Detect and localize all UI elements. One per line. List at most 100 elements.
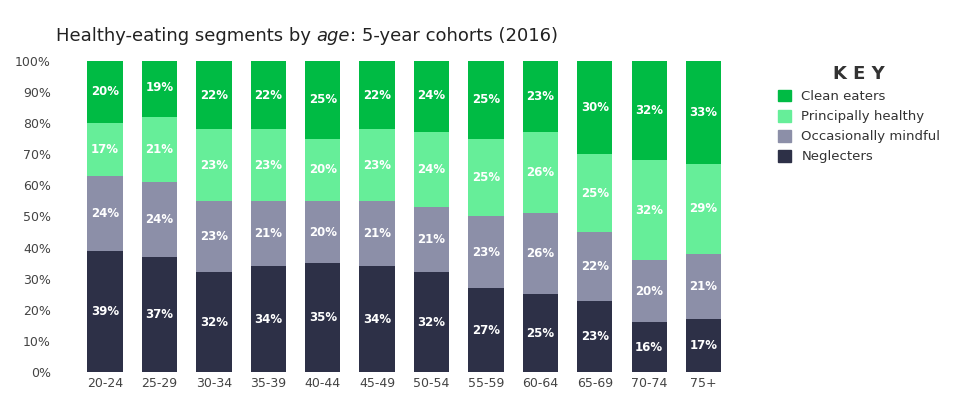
- Text: 21%: 21%: [363, 227, 391, 240]
- Bar: [87, 123, 123, 176]
- Text: 23%: 23%: [526, 90, 554, 103]
- Text: 34%: 34%: [363, 313, 392, 326]
- Text: 23%: 23%: [581, 330, 609, 343]
- Text: 25%: 25%: [581, 187, 609, 200]
- Bar: [196, 273, 231, 372]
- Text: 25%: 25%: [526, 327, 555, 340]
- Bar: [87, 176, 123, 251]
- Bar: [522, 132, 558, 213]
- Bar: [632, 322, 667, 372]
- Text: 26%: 26%: [526, 166, 555, 179]
- Bar: [632, 260, 667, 322]
- Bar: [686, 254, 721, 319]
- Text: 20%: 20%: [91, 85, 119, 98]
- Bar: [251, 201, 286, 266]
- Text: 22%: 22%: [254, 89, 282, 102]
- Text: 23%: 23%: [200, 230, 228, 243]
- Bar: [305, 139, 341, 201]
- Text: 20%: 20%: [309, 226, 337, 239]
- Text: 32%: 32%: [636, 204, 663, 217]
- Bar: [686, 61, 721, 164]
- Bar: [468, 61, 504, 139]
- Text: Healthy-eating segments by: Healthy-eating segments by: [56, 27, 317, 45]
- Bar: [414, 273, 449, 372]
- Bar: [251, 129, 286, 201]
- Bar: [359, 61, 395, 129]
- Bar: [686, 319, 721, 372]
- Text: 21%: 21%: [418, 233, 445, 246]
- Bar: [468, 288, 504, 372]
- Bar: [577, 154, 612, 232]
- Text: 19%: 19%: [146, 81, 174, 94]
- Text: 23%: 23%: [200, 159, 228, 172]
- Text: 24%: 24%: [418, 89, 445, 102]
- Text: 22%: 22%: [363, 89, 391, 102]
- Text: 25%: 25%: [472, 171, 500, 184]
- Bar: [686, 164, 721, 254]
- Text: 25%: 25%: [309, 93, 337, 106]
- Text: : 5-year cohorts (2016): : 5-year cohorts (2016): [350, 27, 558, 45]
- Bar: [196, 61, 231, 129]
- Bar: [632, 160, 667, 260]
- Text: 26%: 26%: [526, 247, 555, 260]
- Bar: [142, 117, 178, 182]
- Bar: [522, 61, 558, 132]
- Bar: [359, 266, 395, 372]
- Bar: [305, 61, 341, 139]
- Bar: [522, 213, 558, 294]
- Text: 34%: 34%: [254, 313, 282, 326]
- Text: 20%: 20%: [309, 163, 337, 176]
- Bar: [251, 61, 286, 129]
- Text: 16%: 16%: [636, 341, 663, 354]
- Text: age: age: [317, 27, 350, 45]
- Bar: [414, 58, 449, 132]
- Text: 20%: 20%: [636, 285, 663, 298]
- Text: 22%: 22%: [200, 89, 228, 102]
- Bar: [577, 301, 612, 372]
- Bar: [632, 61, 667, 160]
- Bar: [196, 129, 231, 201]
- Bar: [359, 129, 395, 201]
- Text: 22%: 22%: [581, 260, 609, 273]
- Bar: [142, 182, 178, 257]
- Text: 29%: 29%: [689, 202, 718, 215]
- Bar: [142, 58, 178, 117]
- Text: 17%: 17%: [91, 143, 119, 156]
- Bar: [305, 201, 341, 263]
- Bar: [414, 132, 449, 207]
- Text: 24%: 24%: [146, 213, 174, 226]
- Bar: [305, 263, 341, 372]
- Bar: [577, 232, 612, 301]
- Bar: [468, 216, 504, 288]
- Text: 17%: 17%: [689, 339, 718, 352]
- Text: 21%: 21%: [146, 143, 174, 156]
- Text: 23%: 23%: [254, 159, 282, 172]
- Text: 24%: 24%: [91, 207, 119, 220]
- Bar: [196, 201, 231, 273]
- Bar: [87, 251, 123, 372]
- Text: 21%: 21%: [254, 227, 282, 240]
- Bar: [251, 266, 286, 372]
- Bar: [468, 139, 504, 216]
- Bar: [359, 201, 395, 266]
- Text: 35%: 35%: [309, 311, 337, 324]
- Text: 30%: 30%: [581, 101, 609, 114]
- Text: 23%: 23%: [472, 246, 500, 259]
- Text: 21%: 21%: [689, 280, 718, 293]
- Text: 27%: 27%: [472, 324, 500, 337]
- Text: 32%: 32%: [200, 316, 228, 329]
- Text: 32%: 32%: [418, 316, 445, 329]
- Text: 32%: 32%: [636, 104, 663, 117]
- Text: 33%: 33%: [689, 106, 718, 119]
- Text: 23%: 23%: [363, 159, 391, 172]
- Text: 37%: 37%: [146, 308, 174, 321]
- Bar: [87, 61, 123, 123]
- Text: 39%: 39%: [91, 305, 119, 318]
- Bar: [522, 294, 558, 372]
- Bar: [142, 257, 178, 372]
- Bar: [577, 61, 612, 154]
- Bar: [414, 207, 449, 273]
- Text: 24%: 24%: [418, 163, 445, 176]
- Legend: Clean eaters, Principally healthy, Occasionally mindful, Neglecters: Clean eaters, Principally healthy, Occas…: [774, 61, 945, 167]
- Text: 25%: 25%: [472, 93, 500, 106]
